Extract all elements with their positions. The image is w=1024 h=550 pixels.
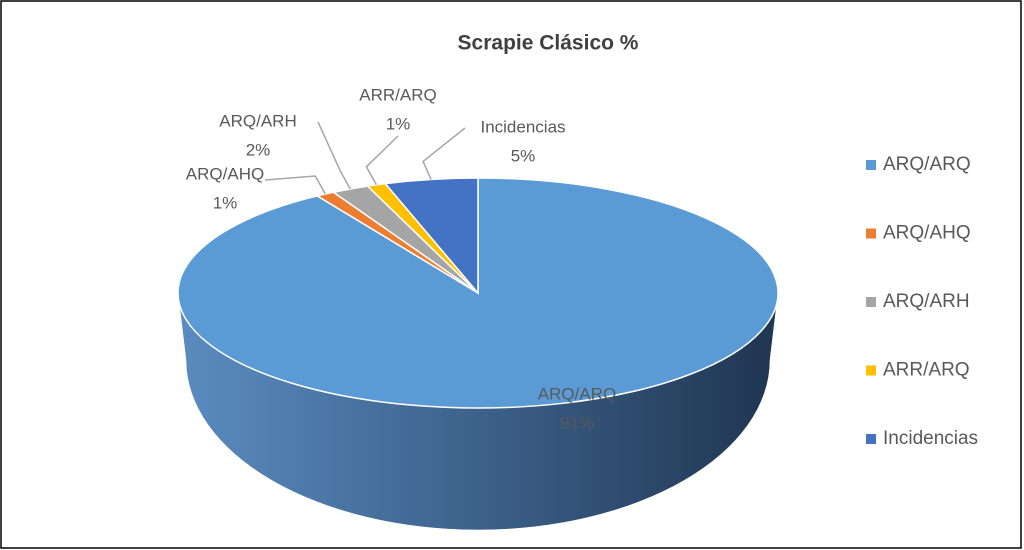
legend-swatch: [866, 365, 876, 376]
data-label-name: ARQ/ARH: [219, 111, 296, 130]
legend-swatch: [866, 434, 876, 444]
leader-line: [264, 175, 326, 195]
pie-slice: [383, 177, 479, 296]
chart-title: Scrapie Clásico %: [458, 32, 639, 55]
legend-swatch: [866, 228, 876, 239]
data-label-value: 1%: [386, 114, 411, 133]
legend-swatch: [866, 297, 876, 307]
leader-line: [365, 135, 399, 186]
legend-label: ARR/ARQ: [883, 360, 970, 381]
data-label-name: ARR/ARQ: [359, 85, 436, 104]
legend-label: ARQ/ARH: [883, 291, 970, 312]
leader-line: [422, 127, 466, 180]
leader-line: [317, 121, 351, 190]
data-label-value: 5%: [511, 146, 536, 165]
data-label-name: Incidencias: [480, 117, 565, 136]
data-label-name: ARQ/ARQ: [538, 384, 616, 403]
legend-label: ARQ/AHQ: [883, 223, 971, 244]
legend-label: Incidencias: [883, 428, 978, 449]
legend-swatch: [866, 160, 876, 170]
data-label-value: 1%: [213, 193, 238, 212]
data-label-value: 2%: [246, 140, 271, 159]
legend-label: ARQ/ARQ: [883, 154, 971, 175]
data-label-name: ARQ/AHQ: [186, 164, 264, 183]
data-label-value: 91%: [560, 413, 594, 432]
